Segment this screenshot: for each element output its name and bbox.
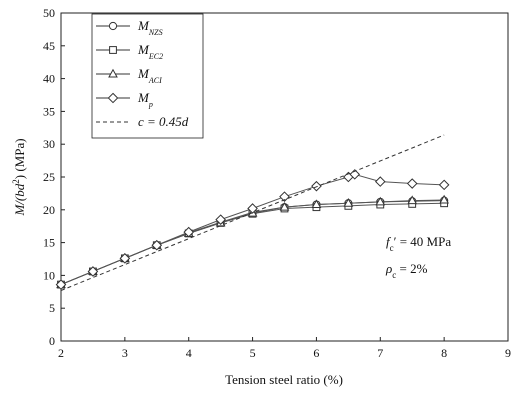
- y-tick-label: 40: [43, 72, 55, 86]
- annotation-fc-main: f: [386, 234, 392, 249]
- series-line: [60, 134, 445, 291]
- legend-item: c = 0.45d: [96, 114, 189, 129]
- x-tick-label: 3: [122, 346, 128, 360]
- legend-label: MNZS: [137, 18, 163, 37]
- x-axis: 2 3 4 5 6 7 8 9: [58, 337, 511, 360]
- y-tick-label: 45: [43, 39, 55, 53]
- data-point-diamond: [151, 239, 163, 251]
- legend-swatch-triangle: [108, 68, 118, 78]
- legend-label-main: M: [137, 90, 150, 105]
- annotation-rho-main: ρ: [385, 261, 392, 276]
- data-point-diamond: [119, 253, 131, 264]
- data-point-triangle: [343, 198, 354, 207]
- y-axis-title: M/(bd2) (MPa): [11, 138, 27, 216]
- data-point-triangle: [375, 196, 386, 206]
- legend-label: MEC2: [137, 42, 163, 61]
- series-4: [60, 134, 445, 291]
- annotation-fc: fc′ = 40 MPa: [386, 234, 451, 253]
- data-point-diamond: [279, 191, 290, 202]
- legend-label: Mp: [137, 90, 153, 109]
- annotation-fc-sub: c: [390, 243, 394, 253]
- legend-swatch-circle: [108, 21, 118, 31]
- legend-label-main: M: [137, 18, 150, 33]
- legend-label-main: M: [137, 66, 150, 81]
- x-tick-label: 6: [313, 346, 319, 360]
- x-tick-label: 5: [250, 346, 256, 360]
- legend-label-sub: NZS: [148, 28, 163, 37]
- data-point-triangle: [279, 201, 290, 211]
- annotations: fc′ = 40 MPa ρc = 2%: [385, 234, 451, 280]
- x-tick-label: 2: [58, 346, 64, 360]
- legend-label-sub: p: [148, 100, 153, 109]
- y-tick-label: 35: [43, 104, 55, 118]
- legend-label-main: M: [137, 42, 150, 57]
- series-layer: [55, 134, 450, 291]
- legend-label: MACI: [137, 66, 162, 85]
- data-point-diamond: [438, 179, 450, 191]
- x-tick-label: 9: [505, 346, 511, 360]
- legend-item: MACI: [96, 66, 162, 85]
- data-point-diamond: [406, 178, 418, 189]
- y-axis: 0 5 10 15 20 25 30 35 40 45 50: [43, 6, 65, 348]
- y-tick-label: 15: [43, 236, 55, 250]
- legend-swatch-square: [109, 46, 117, 54]
- annotation-rho-sub: c: [392, 270, 396, 280]
- data-point-diamond: [374, 176, 386, 187]
- data-point-diamond: [55, 279, 67, 290]
- series-line: [60, 173, 445, 286]
- y-tick-label: 30: [43, 137, 55, 151]
- y-tick-label: 0: [49, 334, 55, 348]
- data-point-triangle: [311, 199, 322, 209]
- legend-label-sub: EC2: [148, 52, 163, 61]
- data-point-triangle: [407, 195, 418, 205]
- x-axis-title: Tension steel ratio (%): [225, 372, 343, 387]
- data-point-diamond: [215, 214, 226, 225]
- data-point-triangle: [439, 194, 449, 204]
- legend-item: MEC2: [96, 42, 163, 61]
- y-tick-label: 5: [49, 301, 55, 315]
- y-axis-title-main: M/(bd: [12, 183, 27, 216]
- y-axis-title-tail: ) (MPa): [12, 138, 27, 179]
- y-tick-label: 50: [43, 6, 55, 20]
- legend-item: MNZS: [96, 18, 163, 37]
- annotation-rho: ρc = 2%: [385, 261, 428, 280]
- y-tick-label: 10: [43, 268, 55, 282]
- data-point-diamond: [311, 180, 322, 192]
- legend-label: c = 0.45d: [138, 114, 189, 129]
- annotation-rho-tail: = 2%: [396, 261, 427, 276]
- legend-swatch-diamond: [107, 92, 119, 104]
- x-tick-label: 8: [441, 346, 447, 360]
- data-point-diamond: [183, 226, 195, 238]
- legend-item: Mp: [96, 90, 153, 109]
- y-tick-label: 20: [43, 203, 55, 217]
- data-point-diamond: [349, 169, 361, 180]
- x-tick-label: 7: [377, 346, 383, 360]
- y-tick-label: 25: [43, 170, 55, 184]
- annotation-fc-tail: ′ = 40 MPa: [394, 234, 452, 249]
- y-axis-title-sup: 2: [11, 179, 21, 184]
- series-3: [55, 169, 450, 290]
- x-tick-label: 4: [186, 346, 192, 360]
- legend-label-sub: ACI: [148, 76, 162, 85]
- data-point-diamond: [87, 266, 99, 277]
- legend-label-text: c = 0.45d: [138, 114, 189, 129]
